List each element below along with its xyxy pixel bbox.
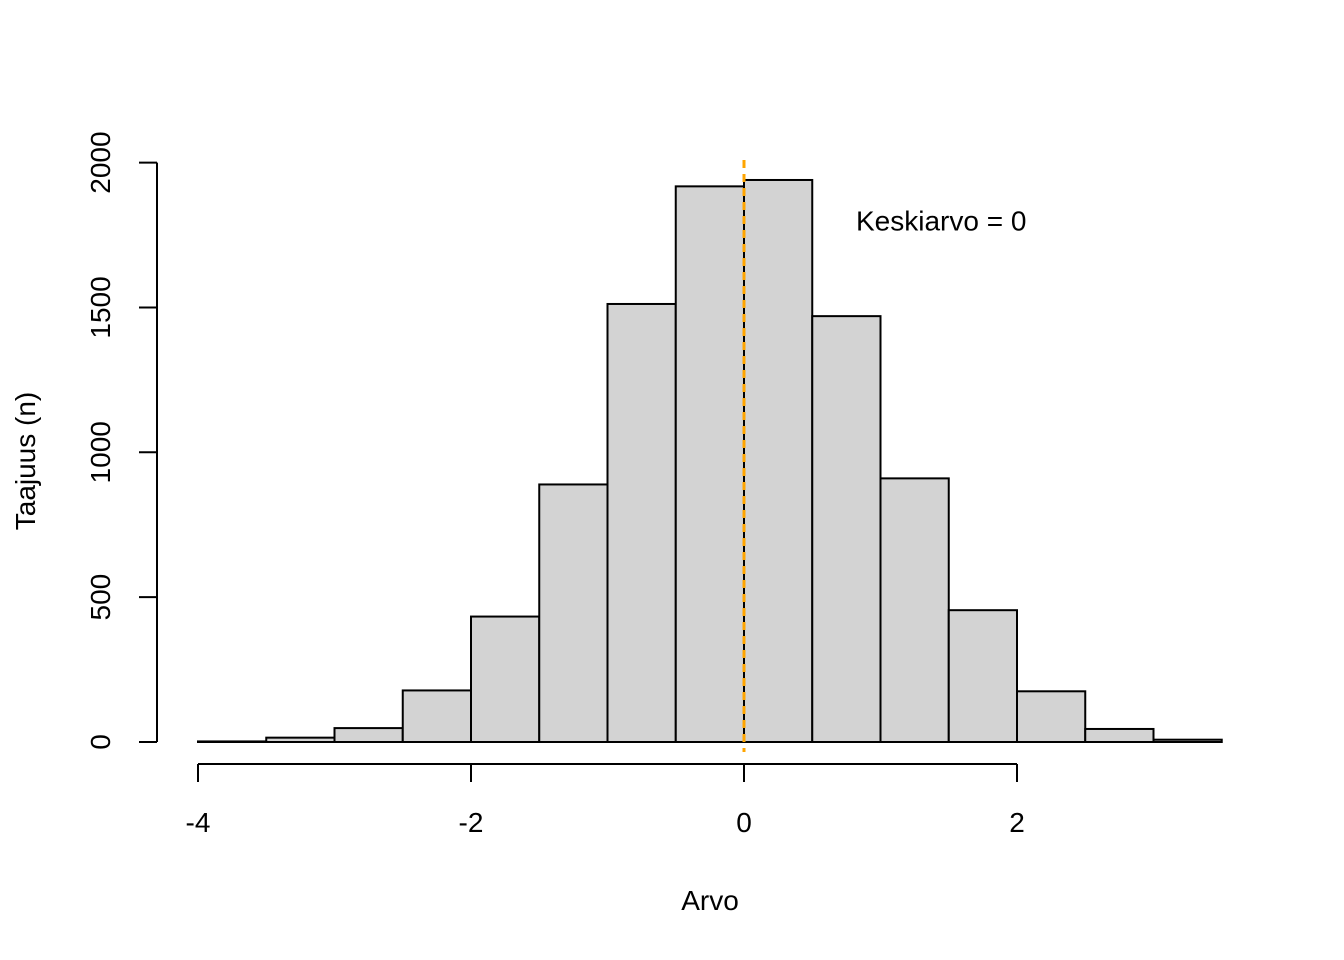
y-tick-label: 0: [85, 734, 116, 750]
x-tick-label: -2: [459, 807, 484, 838]
histogram-bar-11: [947, 609, 1018, 744]
x-tick-label: 0: [736, 807, 752, 838]
mean-annotation: Keskiarvo = 0: [856, 206, 1026, 237]
y-tick-label: 1000: [85, 421, 116, 483]
x-axis: -4 -2 0 2: [186, 763, 1025, 838]
y-axis-title: Taajuus (n): [10, 392, 41, 531]
y-tick-label: 2000: [85, 131, 116, 193]
histogram-bar-7: [674, 185, 745, 743]
x-axis-title: Arvo: [681, 885, 739, 916]
histogram-bars: [197, 178, 1223, 744]
histogram-bar-9: [811, 315, 882, 743]
histogram-bar-10: [879, 477, 950, 743]
histogram-bar-8: [743, 178, 814, 743]
y-axis: 0 500 1000 1500 2000: [85, 131, 158, 750]
x-tick-label: -4: [186, 807, 211, 838]
y-tick-label: 500: [85, 574, 116, 621]
histogram-bar-0: [197, 740, 268, 743]
x-tick-label: 2: [1009, 807, 1025, 838]
histogram-bar-2: [333, 727, 404, 744]
histogram-bar-1: [265, 736, 336, 743]
histogram-bar-12: [1016, 690, 1087, 743]
histogram-bar-5: [538, 483, 609, 743]
histogram-bar-13: [1084, 727, 1155, 744]
histogram-bar-14: [1152, 738, 1223, 743]
histogram-bar-6: [606, 302, 677, 743]
y-tick-label: 1500: [85, 276, 116, 338]
histogram-bar-4: [470, 615, 541, 743]
histogram-bar-3: [401, 689, 472, 744]
